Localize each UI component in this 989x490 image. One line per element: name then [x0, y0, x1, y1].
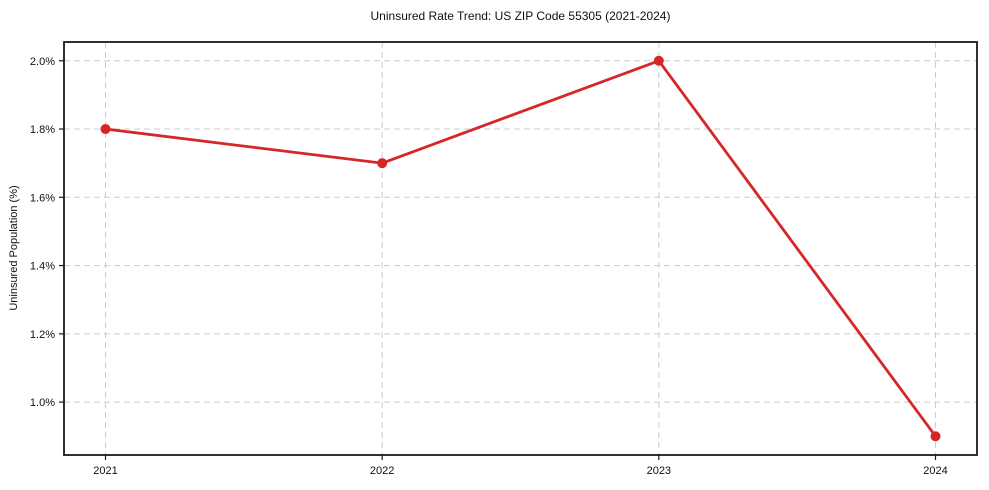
- x-tick-label: 2023: [647, 465, 671, 477]
- data-point-marker: [930, 431, 941, 442]
- x-tick-label: 2024: [923, 465, 947, 477]
- x-tick-label: 2022: [370, 465, 394, 477]
- chart-title: Uninsured Rate Trend: US ZIP Code 55305 …: [370, 9, 671, 23]
- x-tick-label: 2021: [93, 465, 117, 477]
- y-tick-label: 2.0%: [30, 56, 55, 68]
- data-point-marker: [100, 124, 111, 135]
- plot-border: [63, 41, 978, 456]
- y-tick-label: 1.8%: [30, 124, 55, 136]
- y-tick-label: 1.2%: [30, 329, 55, 341]
- y-tick-label: 1.4%: [30, 261, 55, 273]
- y-tick-label: 1.6%: [30, 192, 55, 204]
- data-point-marker: [377, 158, 388, 169]
- trend-line: [104, 59, 937, 438]
- y-tick-label: 1.0%: [30, 397, 55, 409]
- data-point-marker: [653, 55, 664, 66]
